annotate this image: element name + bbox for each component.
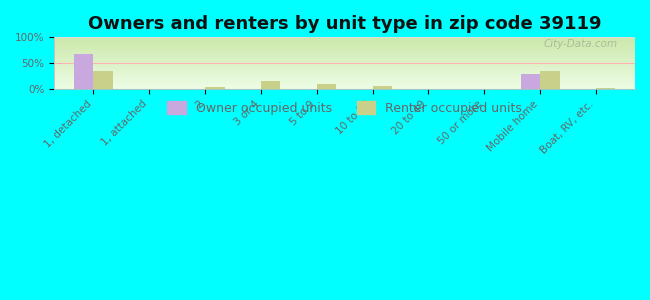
Bar	[261, 81, 280, 89]
Bar	[372, 86, 392, 89]
Bar	[94, 71, 113, 89]
Legend: Owner occupied units, Renter occupied units: Owner occupied units, Renter occupied un…	[162, 96, 527, 120]
Bar	[596, 88, 616, 89]
Bar	[73, 54, 94, 89]
Bar	[540, 71, 560, 89]
Bar	[521, 74, 540, 89]
Text: City-Data.com: City-Data.com	[543, 39, 618, 49]
Bar	[317, 84, 336, 89]
Bar	[205, 87, 224, 89]
Title: Owners and renters by unit type in zip code 39119: Owners and renters by unit type in zip c…	[88, 15, 601, 33]
